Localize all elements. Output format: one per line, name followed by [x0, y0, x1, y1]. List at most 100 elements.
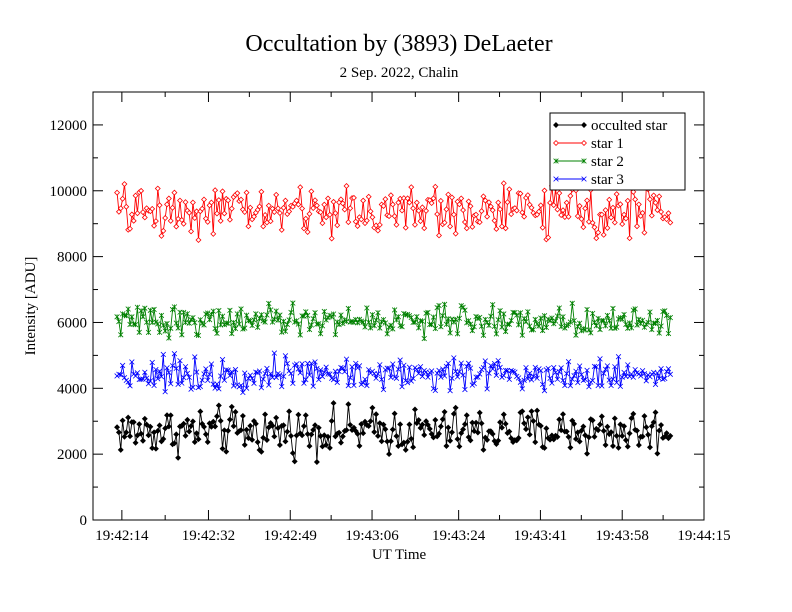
series-1	[114, 178, 674, 243]
data-point	[489, 207, 496, 214]
data-point	[179, 332, 185, 338]
data-point	[441, 219, 448, 226]
data-point	[593, 364, 599, 370]
data-point	[132, 321, 139, 328]
data-point	[569, 376, 575, 382]
data-point	[410, 444, 417, 451]
data-point	[463, 225, 470, 232]
data-point	[227, 307, 233, 314]
data-point	[352, 218, 359, 225]
data-point	[480, 332, 487, 338]
data-point	[601, 370, 607, 376]
data-point	[260, 223, 267, 230]
data-point	[488, 362, 494, 369]
data-point	[490, 366, 496, 372]
data-point	[195, 436, 202, 443]
data-point	[173, 223, 180, 230]
data-point	[534, 375, 540, 381]
data-point	[649, 326, 655, 333]
data-point	[173, 431, 180, 438]
data-point	[128, 211, 135, 218]
data-point	[532, 439, 539, 446]
data-point	[528, 204, 535, 211]
data-point	[336, 321, 342, 328]
data-point	[404, 195, 411, 202]
data-point	[549, 380, 555, 386]
data-point	[151, 306, 157, 313]
data-point	[654, 207, 661, 213]
data-point	[312, 310, 318, 316]
data-point	[366, 319, 372, 325]
data-point	[519, 408, 526, 415]
data-point	[156, 422, 163, 429]
data-point	[380, 421, 387, 428]
data-point	[328, 417, 335, 424]
data-point	[437, 423, 444, 430]
data-point	[288, 309, 294, 316]
data-point	[297, 370, 303, 376]
data-point	[499, 324, 505, 330]
data-point	[214, 330, 220, 337]
data-point	[519, 209, 526, 216]
data-point	[314, 365, 320, 372]
data-point	[639, 433, 646, 440]
data-point	[497, 206, 504, 213]
series-line	[116, 353, 671, 393]
data-point	[460, 426, 467, 433]
data-point	[667, 314, 674, 321]
data-point	[380, 203, 387, 209]
data-point	[226, 216, 233, 223]
data-point	[201, 322, 207, 328]
data-point	[650, 419, 657, 426]
data-point	[495, 357, 501, 364]
data-point	[628, 371, 635, 377]
data-point	[543, 324, 550, 331]
data-point	[621, 369, 627, 376]
data-point	[123, 429, 130, 436]
legend-item: occulted star	[553, 118, 667, 134]
data-point	[156, 329, 163, 336]
data-point	[228, 205, 235, 212]
data-point	[530, 373, 537, 379]
data-point	[484, 213, 491, 220]
data-point	[264, 365, 270, 372]
data-point	[240, 389, 246, 396]
data-point	[419, 204, 426, 211]
data-point	[647, 374, 653, 380]
data-point	[645, 319, 651, 326]
data-point	[473, 419, 479, 426]
data-point	[425, 309, 431, 316]
data-point	[219, 445, 226, 452]
data-point	[190, 314, 196, 321]
data-point	[545, 234, 552, 241]
data-point	[365, 193, 372, 200]
data-point	[325, 433, 331, 440]
data-point	[658, 422, 665, 429]
data-point	[158, 312, 165, 319]
data-point	[243, 189, 250, 196]
data-point	[408, 184, 415, 191]
data-point	[547, 199, 554, 206]
data-point	[647, 309, 653, 315]
data-point	[114, 314, 120, 320]
data-point	[576, 320, 583, 326]
data-point	[295, 411, 302, 418]
data-point	[447, 223, 454, 230]
data-point	[538, 315, 544, 321]
data-point	[279, 383, 285, 390]
data-point	[256, 368, 263, 374]
data-point	[362, 376, 368, 382]
data-point	[152, 445, 159, 452]
data-point	[360, 319, 366, 325]
series-layer	[114, 178, 674, 465]
data-point	[271, 316, 278, 322]
data-point	[345, 305, 352, 312]
data-point	[229, 330, 235, 337]
data-point	[179, 380, 185, 386]
data-point	[621, 311, 627, 318]
data-point	[239, 412, 246, 419]
data-point	[567, 319, 574, 325]
data-point	[264, 312, 270, 318]
data-point	[560, 411, 566, 418]
data-point	[530, 418, 537, 424]
